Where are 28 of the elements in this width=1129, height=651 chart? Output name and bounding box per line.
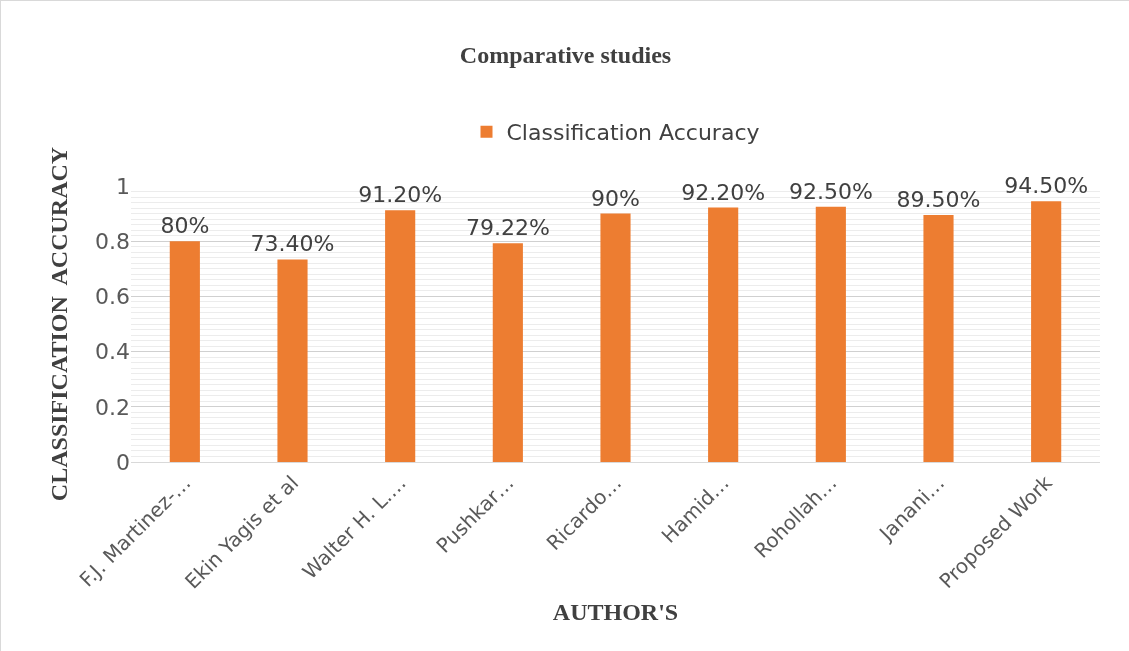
y-tick-label: 0.8 [95,228,130,254]
bar [385,210,416,462]
data-label: 94.50% [1004,173,1089,199]
data-label: 79.22% [465,215,550,241]
y-tick-label: 1 [116,173,130,199]
bar [600,213,631,462]
data-label: 90% [591,185,640,211]
data-label: 92.50% [788,178,873,204]
x-axis-title: AUTHOR'S [552,598,679,625]
y-axis-title: CLASSIFICATION ACCURACY [46,146,73,502]
bar [492,243,523,462]
y-tick-label: 0 [116,449,130,475]
y-tick-label: 0.2 [95,394,130,420]
data-label: 73.40% [250,231,335,257]
bar [708,207,739,462]
bar [923,214,954,462]
legend-label: Classification Accuracy [506,120,760,146]
bar [815,206,846,462]
bar [1031,201,1062,462]
bar [277,259,308,462]
chart-title: Comparative studies [459,42,672,69]
data-label: 80% [160,213,210,239]
data-label: 91.20% [358,182,443,208]
data-label: 92.20% [681,179,766,205]
y-tick-label: 0.4 [95,339,130,365]
bar [169,241,200,462]
y-tick-label: 0.6 [95,284,130,310]
data-label: 89.50% [896,186,981,212]
